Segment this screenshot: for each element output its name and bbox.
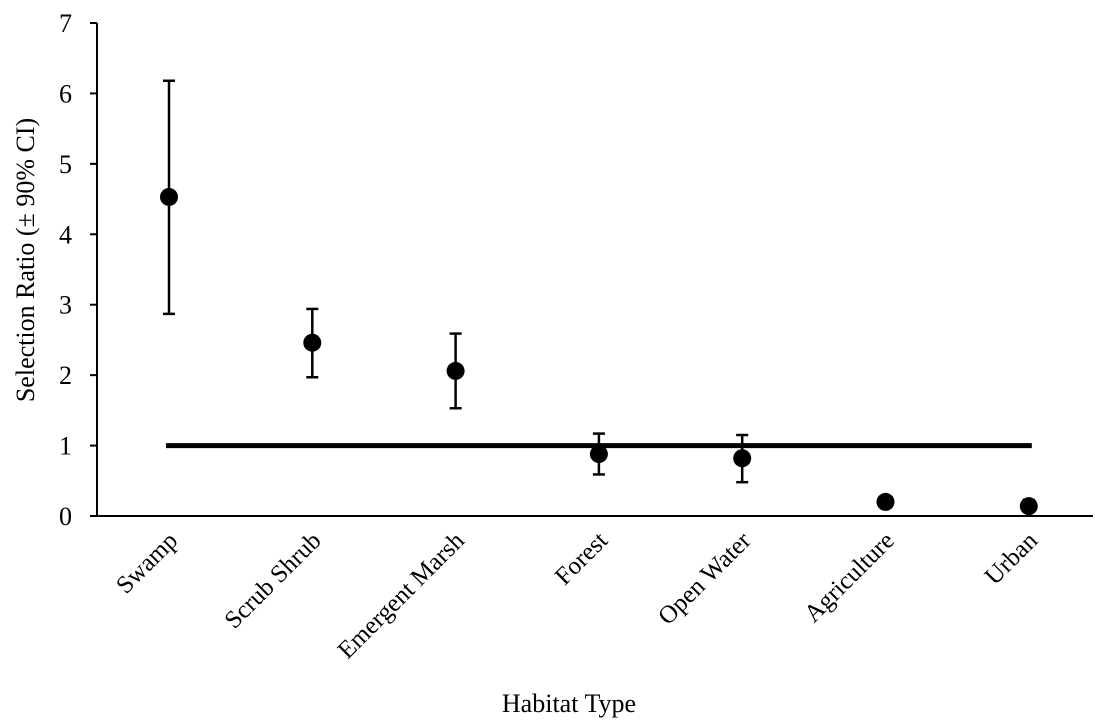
x-category-label: Forest bbox=[550, 527, 613, 590]
y-tick-label: 1 bbox=[59, 432, 72, 461]
x-category-label: Scrub Shrub bbox=[220, 527, 327, 634]
data-points bbox=[160, 187, 1038, 516]
data-point bbox=[446, 361, 465, 380]
y-tick-label: 7 bbox=[59, 9, 72, 38]
y-tick-label: 6 bbox=[59, 79, 72, 108]
y-tick-label: 4 bbox=[59, 220, 72, 249]
x-category-label: Agriculture bbox=[799, 527, 900, 628]
y-axis-title: Selection Ratio (± 90% CI) bbox=[11, 118, 40, 402]
data-point bbox=[733, 449, 752, 468]
y-tick-label: 3 bbox=[59, 291, 72, 320]
x-axis-title: Habitat Type bbox=[502, 689, 636, 718]
x-category-label: Urban bbox=[980, 527, 1044, 591]
data-point bbox=[876, 492, 895, 511]
data-point bbox=[1019, 497, 1038, 516]
x-category-label: Swamp bbox=[111, 527, 183, 599]
y-tick-label: 2 bbox=[59, 361, 72, 390]
x-category-label: Open Water bbox=[653, 527, 757, 631]
y-axis-ticks: 0 1 2 3 4 5 6 7 bbox=[59, 9, 97, 531]
y-tick-label: 5 bbox=[59, 150, 72, 179]
data-point bbox=[589, 445, 608, 464]
data-point bbox=[160, 187, 178, 206]
y-tick-label: 0 bbox=[59, 502, 72, 531]
data-point bbox=[303, 333, 322, 352]
x-category-label: Emergent Marsh bbox=[333, 527, 470, 664]
x-axis-category-labels: Swamp Scrub Shrub Emergent Marsh Forest Open… bbox=[111, 527, 1043, 665]
